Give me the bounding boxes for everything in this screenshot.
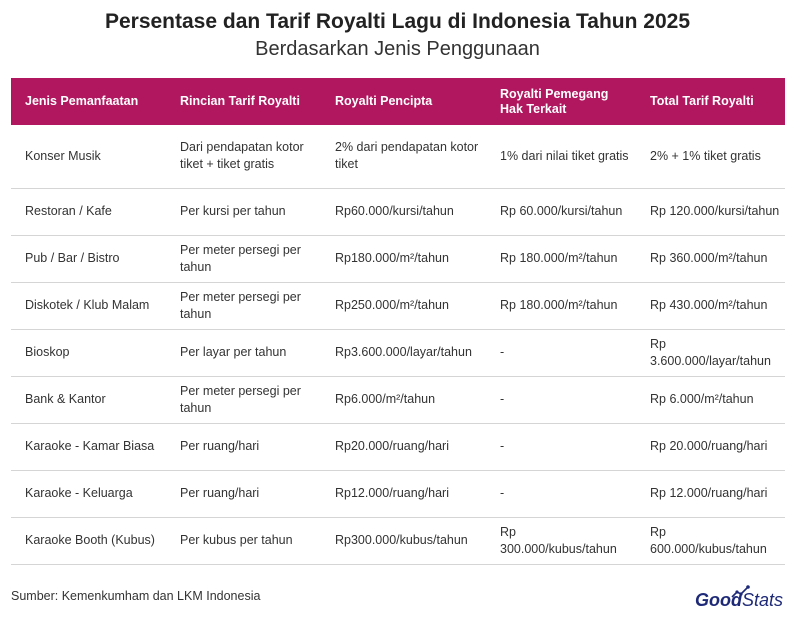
table-cell: Rp20.000/ruang/hari	[321, 423, 486, 471]
table-cell: Konser Musik	[11, 125, 166, 189]
table-cell: Pub / Bar / Bistro	[11, 235, 166, 283]
royalty-table: Jenis Pemanfaatan Rincian Tarif Royalti …	[11, 78, 785, 565]
table-cell: Per meter persegi per tahun	[166, 282, 321, 330]
table-cell: Per kubus per tahun	[166, 517, 321, 565]
table-row: Karaoke - Keluarga Per ruang/hari Rp12.000…	[11, 470, 785, 518]
logo-text-good: Good	[694, 590, 742, 610]
table-header-row: Jenis Pemanfaatan Rincian Tarif Royalti …	[11, 78, 785, 125]
table-row: Restoran / Kafe Per kursi per tahun Rp60.0…	[11, 188, 785, 236]
table-row: Konser Musik Dari pendapatan kotor tiket …	[11, 125, 785, 189]
table-cell: -	[486, 470, 636, 518]
table-cell: Rp60.000/kursi/tahun	[321, 188, 486, 236]
table-cell: Karaoke - Kamar Biasa	[11, 423, 166, 471]
source-note: Sumber: Kemenkumham dan LKM Indonesia	[11, 589, 261, 603]
column-header: Total Tarif Royalti	[636, 78, 785, 125]
table-cell: Per ruang/hari	[166, 470, 321, 518]
page-subtitle: Berdasarkan Jenis Penggunaan	[255, 38, 540, 60]
table-cell: Per kursi per tahun	[166, 188, 321, 236]
table-cell: Restoran / Kafe	[11, 188, 166, 236]
logo-text-stats: Stats	[741, 590, 783, 610]
goodstats-logo: Good Stats	[695, 585, 783, 611]
table-cell: Rp12.000/ruang/hari	[321, 470, 486, 518]
page-title: Persentase dan Tarif Royalti Lagu di Ind…	[104, 10, 691, 33]
table-cell: Per layar per tahun	[166, 329, 321, 377]
table-cell: 1% dari nilai tiket gratis	[486, 125, 636, 189]
table-cell: Rp6.000/m²/tahun	[321, 376, 486, 424]
table-cell: Rp 20.000/ruang/hari	[636, 423, 785, 471]
table-row: Karaoke Booth (Kubus) Per kubus per tahun…	[11, 517, 785, 565]
table-row: Diskotek / Klub Malam Per meter persegi p…	[11, 282, 785, 330]
table-cell: Rp 6.000/m²/tahun	[636, 376, 785, 424]
table-cell: Rp 12.000/ruang/hari	[636, 470, 785, 518]
table-cell: 2% + 1% tiket gratis	[636, 125, 785, 189]
table-cell: Rp 300.000/kubus/tahun	[486, 517, 636, 565]
table-cell: Diskotek / Klub Malam	[11, 282, 166, 330]
table-cell: Rp 3.600.000/layar/tahun	[636, 329, 785, 377]
table-cell: Rp 600.000/kubus/tahun	[636, 517, 785, 565]
table-body: Konser Musik Dari pendapatan kotor tiket …	[11, 125, 785, 565]
column-header: Royalti Pencipta	[321, 78, 486, 125]
column-header: Jenis Pemanfaatan	[11, 78, 166, 125]
table-cell: Rp 180.000/m²/tahun	[486, 282, 636, 330]
table-cell: Rp300.000/kubus/tahun	[321, 517, 486, 565]
table-cell: -	[486, 376, 636, 424]
table-cell: Karaoke Booth (Kubus)	[11, 517, 166, 565]
table-cell: Karaoke - Keluarga	[11, 470, 166, 518]
table-cell: 2% dari pendapatan kotor tiket	[321, 125, 486, 189]
table-cell: Rp180.000/m²/tahun	[321, 235, 486, 283]
table-cell: Rp3.600.000/layar/tahun	[321, 329, 486, 377]
table-cell: Per meter persegi per tahun	[166, 376, 321, 424]
table-cell: Per meter persegi per tahun	[166, 235, 321, 283]
table-cell: Rp 60.000/kursi/tahun	[486, 188, 636, 236]
table-row: Pub / Bar / Bistro Per meter persegi per …	[11, 235, 785, 283]
table-cell: Per ruang/hari	[166, 423, 321, 471]
table-cell: Rp 430.000/m²/tahun	[636, 282, 785, 330]
table-cell: Bioskop	[11, 329, 166, 377]
table-row: Bank & Kantor Per meter persegi per tahun…	[11, 376, 785, 424]
table-cell: -	[486, 423, 636, 471]
table-row: Karaoke - Kamar Biasa Per ruang/hari Rp20.…	[11, 423, 785, 471]
table-cell: Rp 180.000/m²/tahun	[486, 235, 636, 283]
table-row: Bioskop Per layar per tahun Rp3.600.000/la…	[11, 329, 785, 377]
table-cell: Bank & Kantor	[11, 376, 166, 424]
table-cell: Rp 120.000/kursi/tahun	[636, 188, 785, 236]
table-cell: Dari pendapatan kotor tiket + tiket grat…	[166, 125, 321, 189]
table-cell: -	[486, 329, 636, 377]
column-header: Rincian Tarif Royalti	[166, 78, 321, 125]
table-cell: Rp250.000/m²/tahun	[321, 282, 486, 330]
column-header: Royalti Pemegang Hak Terkait	[486, 78, 636, 125]
table-cell: Rp 360.000/m²/tahun	[636, 235, 785, 283]
